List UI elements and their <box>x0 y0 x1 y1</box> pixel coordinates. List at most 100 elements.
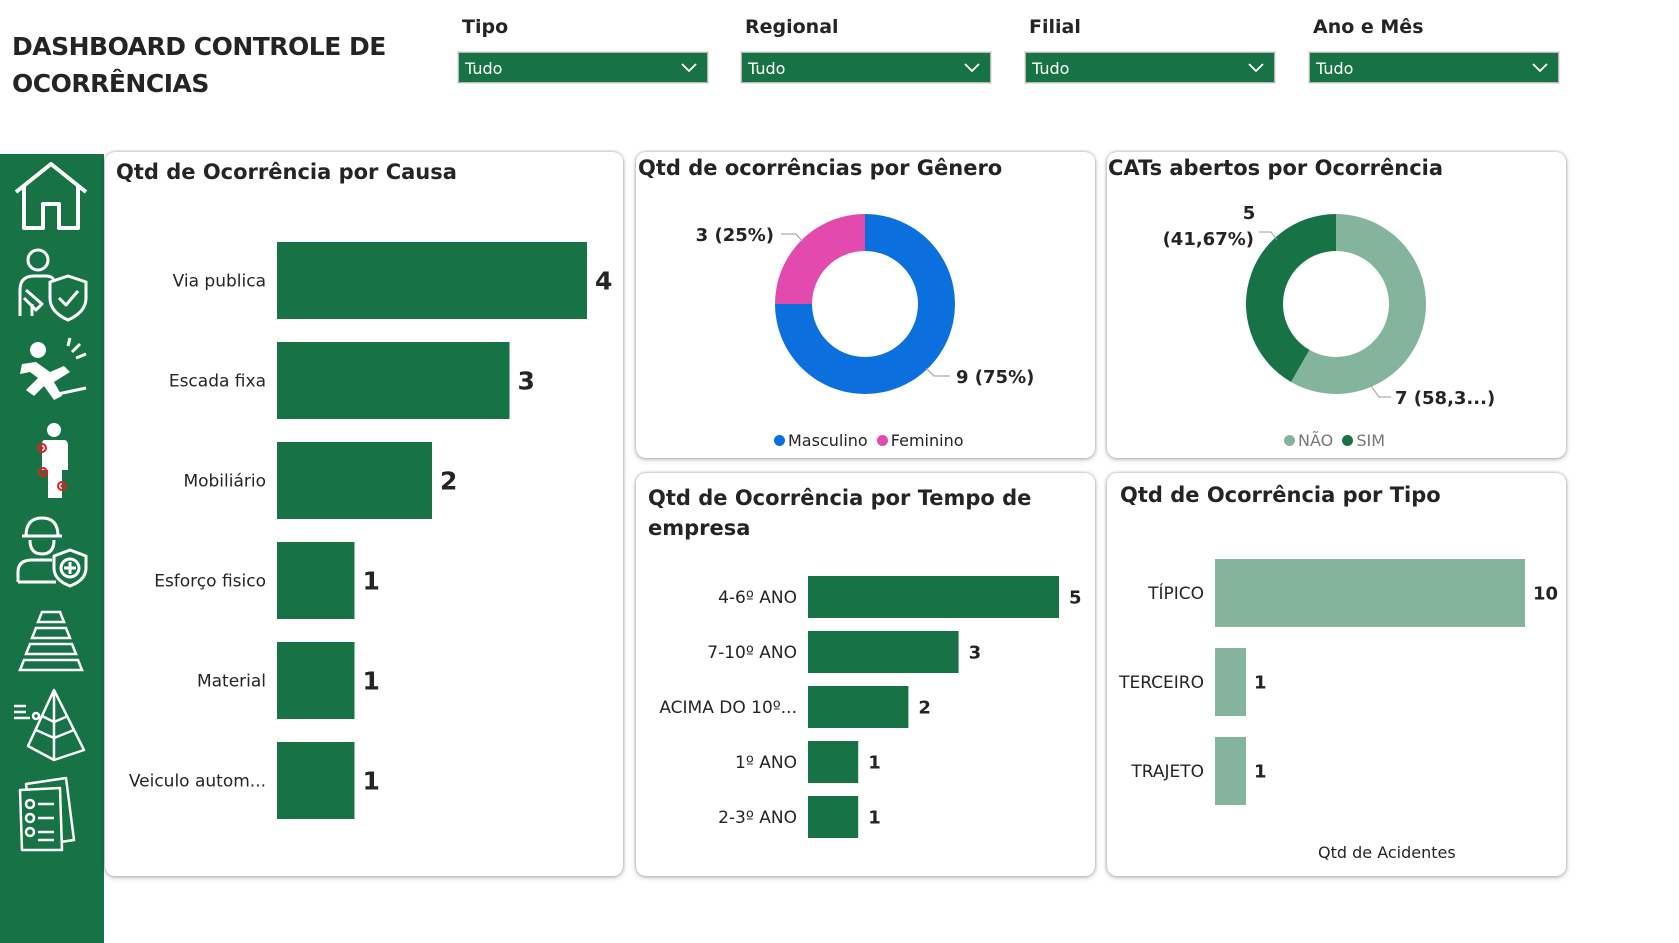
donut-slice-0[interactable] <box>775 214 955 394</box>
data-label: 3 <box>518 367 535 396</box>
bar-3[interactable] <box>808 741 859 783</box>
pyramid-stairs-icon[interactable] <box>12 598 90 676</box>
category-label: 2-3º ANO <box>718 808 797 828</box>
bar-3[interactable] <box>277 542 355 619</box>
filter-value: Tudo <box>1032 59 1070 78</box>
bar-chart-causa: Via publica 4 Escada fixa 3 Mobiliário 2 Esfor… <box>129 242 612 819</box>
bar-2[interactable] <box>808 686 909 728</box>
legend-item-feminino[interactable]: Feminino <box>876 431 964 450</box>
chevron-down-icon <box>964 63 980 73</box>
data-label: 2 <box>440 467 457 496</box>
data-label: 1 <box>868 752 881 773</box>
chart-title: Qtd de Ocorrência por Tipo <box>1120 483 1441 507</box>
filter-dropdown-tipo[interactable]: Tudo <box>458 52 708 83</box>
filter-dropdown-filial[interactable]: Tudo <box>1025 52 1275 83</box>
legend-item-sim[interactable]: SIM <box>1342 431 1385 450</box>
data-label: 5 <box>1069 587 1082 608</box>
legend: Masculino Feminino <box>774 431 964 450</box>
bar-1[interactable] <box>277 342 510 419</box>
filter-dropdown-ano-mes[interactable]: Tudo <box>1309 52 1559 83</box>
bar-4[interactable] <box>808 796 859 838</box>
leader-line <box>1370 385 1391 398</box>
data-label: 1 <box>868 807 881 828</box>
chart-card-tipo: Qtd de Ocorrência por Tipo TÍPICO 10 TERCE… <box>1107 473 1566 876</box>
donut-chart-cats: 5 (41,67%) 7 (58,3...) <box>1163 203 1496 409</box>
bar-1[interactable] <box>1215 648 1246 716</box>
x-axis-label: Qtd de Acidentes <box>1318 843 1456 862</box>
data-label: 3 <box>969 642 982 663</box>
chart-title: Qtd de Ocorrência por Causa <box>116 160 457 184</box>
bar-0[interactable] <box>808 576 1059 618</box>
chart-card-causa: Qtd de Ocorrência por Causa Via publica 4… <box>105 152 623 876</box>
data-label: 1 <box>363 567 380 596</box>
category-label: 7-10º ANO <box>707 643 797 663</box>
bar-2[interactable] <box>277 442 432 519</box>
category-label: Veiculo autom... <box>129 772 266 792</box>
legend-item-masculino[interactable]: Masculino <box>774 431 868 450</box>
filter-regional: Regional Tudo <box>741 16 991 83</box>
legend-label: NÃO <box>1298 431 1334 450</box>
pyramid-chart-icon[interactable] <box>12 686 90 764</box>
bar-5[interactable] <box>277 742 355 819</box>
checklist-icon[interactable] <box>12 774 90 852</box>
legend-label: Feminino <box>890 431 964 450</box>
bar-0[interactable] <box>277 242 587 319</box>
filter-label: Tipo <box>462 16 509 38</box>
chevron-down-icon <box>1248 63 1264 73</box>
data-label: 1 <box>1254 672 1267 693</box>
chart-title: Qtd de ocorrências por Gênero <box>638 156 1003 180</box>
data-label: 4 <box>595 267 612 296</box>
filter-value: Tudo <box>465 59 503 78</box>
bar-4[interactable] <box>277 642 355 719</box>
category-label: Material <box>197 672 266 692</box>
donut-slice-1[interactable] <box>1246 214 1336 382</box>
sidebar <box>0 154 104 943</box>
bar-chart-tipo: TÍPICO 10 TERCEIRO 1 TRAJETO 1 <box>1118 559 1558 805</box>
leader-line <box>1259 231 1278 241</box>
data-label: 1 <box>1254 761 1267 782</box>
legend: NÃO SIM <box>1284 431 1385 450</box>
chart-card-genero: Qtd de ocorrências por Gênero 3 (25%) 9 (… <box>636 152 1095 458</box>
filter-tipo: Tipo Tudo <box>458 16 708 83</box>
category-label: TRAJETO <box>1130 762 1204 782</box>
filter-filial: Filial Tudo <box>1025 16 1275 83</box>
category-label: TÍPICO <box>1147 582 1204 604</box>
legend-label: Masculino <box>788 431 868 450</box>
data-label: (41,67%) <box>1163 229 1254 250</box>
legend-item-nao[interactable]: NÃO <box>1284 431 1333 450</box>
bar-2[interactable] <box>1215 737 1246 805</box>
home-icon[interactable] <box>12 158 90 236</box>
data-label: 9 (75%) <box>956 367 1034 388</box>
donut-slice-1[interactable] <box>775 214 865 304</box>
category-label: ACIMA DO 10º... <box>659 698 797 718</box>
category-label: 1º ANO <box>735 753 797 773</box>
chart-title: Qtd de Ocorrência por Tempo de empresa <box>648 483 1031 543</box>
legend-dot <box>876 435 888 446</box>
body-injury-icon[interactable] <box>12 422 90 500</box>
data-label: 1 <box>363 667 380 696</box>
chart-title: CATs abertos por Ocorrência <box>1108 156 1444 180</box>
data-label: 7 (58,3...) <box>1395 388 1495 409</box>
filter-value: Tudo <box>1316 59 1354 78</box>
chevron-down-icon <box>681 63 697 73</box>
filter-value: Tudo <box>748 59 786 78</box>
filter-label: Regional <box>745 16 839 38</box>
data-label: 2 <box>918 697 931 718</box>
filter-dropdown-regional[interactable]: Tudo <box>741 52 991 83</box>
chart-title-line: Qtd de Ocorrência por Tempo de <box>648 486 1032 510</box>
health-worker-icon[interactable] <box>12 510 90 588</box>
fall-accident-icon[interactable] <box>12 334 90 412</box>
legend-dot <box>774 435 785 446</box>
bar-1[interactable] <box>808 631 959 673</box>
filter-ano-mes: Ano e Mês Tudo <box>1309 16 1559 83</box>
dashboard-title: DASHBOARD CONTROLE DE OCORRÊNCIAS <box>12 32 386 98</box>
filter-label: Filial <box>1029 16 1081 38</box>
donut-slice-0[interactable] <box>1291 214 1426 394</box>
data-label: 1 <box>363 767 380 796</box>
category-label: Esforço fisico <box>154 572 266 592</box>
data-label: 10 <box>1533 583 1558 604</box>
category-label: 4-6º ANO <box>718 588 797 608</box>
chart-card-cats: CATs abertos por Ocorrência 5 (41,67%) 7 (… <box>1107 152 1566 458</box>
injury-shield-icon[interactable] <box>12 246 90 324</box>
bar-0[interactable] <box>1215 559 1525 627</box>
